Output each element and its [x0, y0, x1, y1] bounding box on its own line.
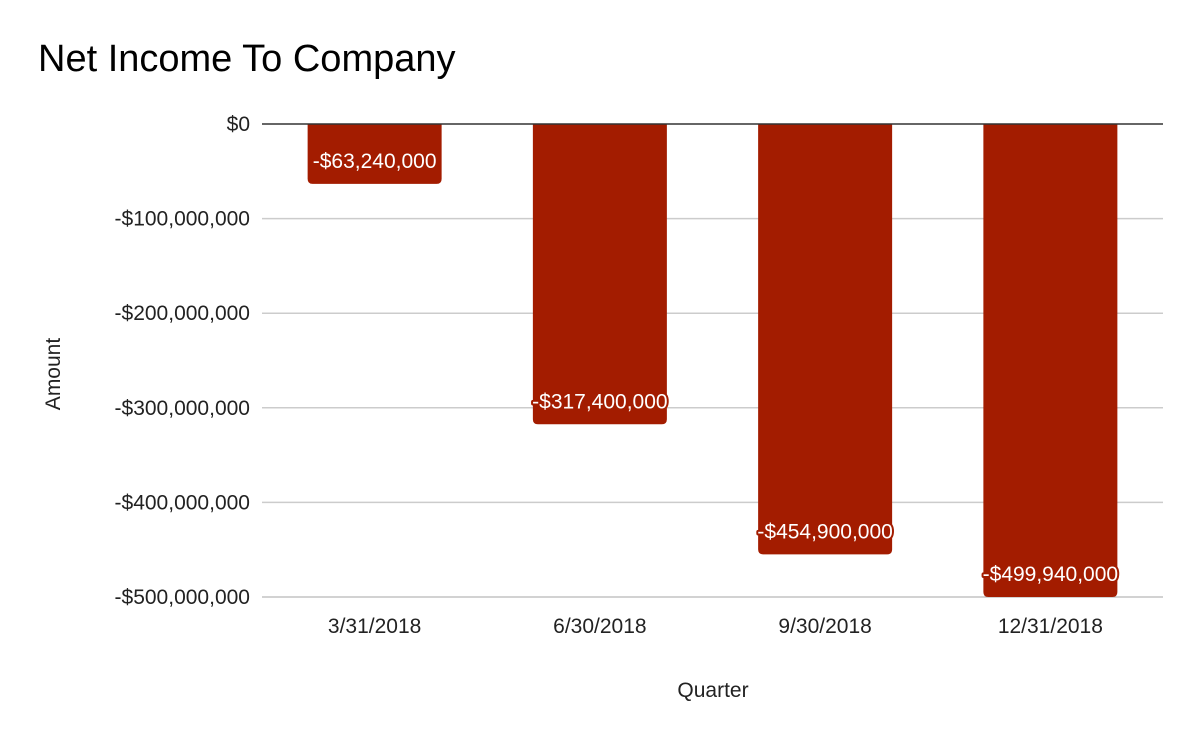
y-tick-label: -$100,000,000 [115, 208, 250, 231]
bar [532, 124, 667, 425]
bar-data-label: -$317,400,000 [532, 390, 667, 413]
bar-data-label: -$63,240,000 [313, 150, 437, 173]
x-tick-label: 6/30/2018 [553, 615, 646, 638]
y-tick-label: -$200,000,000 [115, 302, 250, 325]
x-axis-title: Quarter [677, 679, 748, 702]
gridlines [262, 217, 1163, 598]
y-tick-label: -$400,000,000 [115, 491, 250, 514]
chart-title: Net Income To Company [38, 38, 456, 80]
bar [758, 124, 893, 555]
y-axis-title: Amount [42, 338, 65, 411]
bar-data-label: -$499,940,000 [983, 563, 1118, 586]
x-tick-label: 9/30/2018 [778, 615, 871, 638]
bar [983, 124, 1118, 597]
x-tick-label: 12/31/2018 [998, 615, 1103, 638]
y-tick-label: -$300,000,000 [115, 397, 250, 420]
bar [307, 124, 442, 184]
y-tick-label: -$500,000,000 [115, 586, 250, 609]
y-tick-label: $0 [227, 113, 250, 136]
data-labels: -$63,240,000 -$317,400,000 -$454,900,000 -$… [311, 148, 1120, 588]
bar-data-label: -$454,900,000 [757, 520, 892, 543]
bars [307, 124, 1118, 597]
axes: $0 -$100,000,000 -$200,000,000 -$300,000,00… [115, 113, 1163, 638]
x-tick-label: 3/31/2018 [328, 615, 421, 638]
